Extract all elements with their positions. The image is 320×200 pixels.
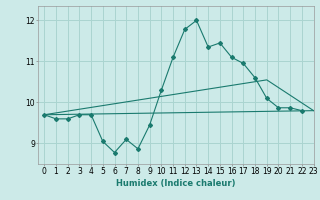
X-axis label: Humidex (Indice chaleur): Humidex (Indice chaleur) — [116, 179, 236, 188]
